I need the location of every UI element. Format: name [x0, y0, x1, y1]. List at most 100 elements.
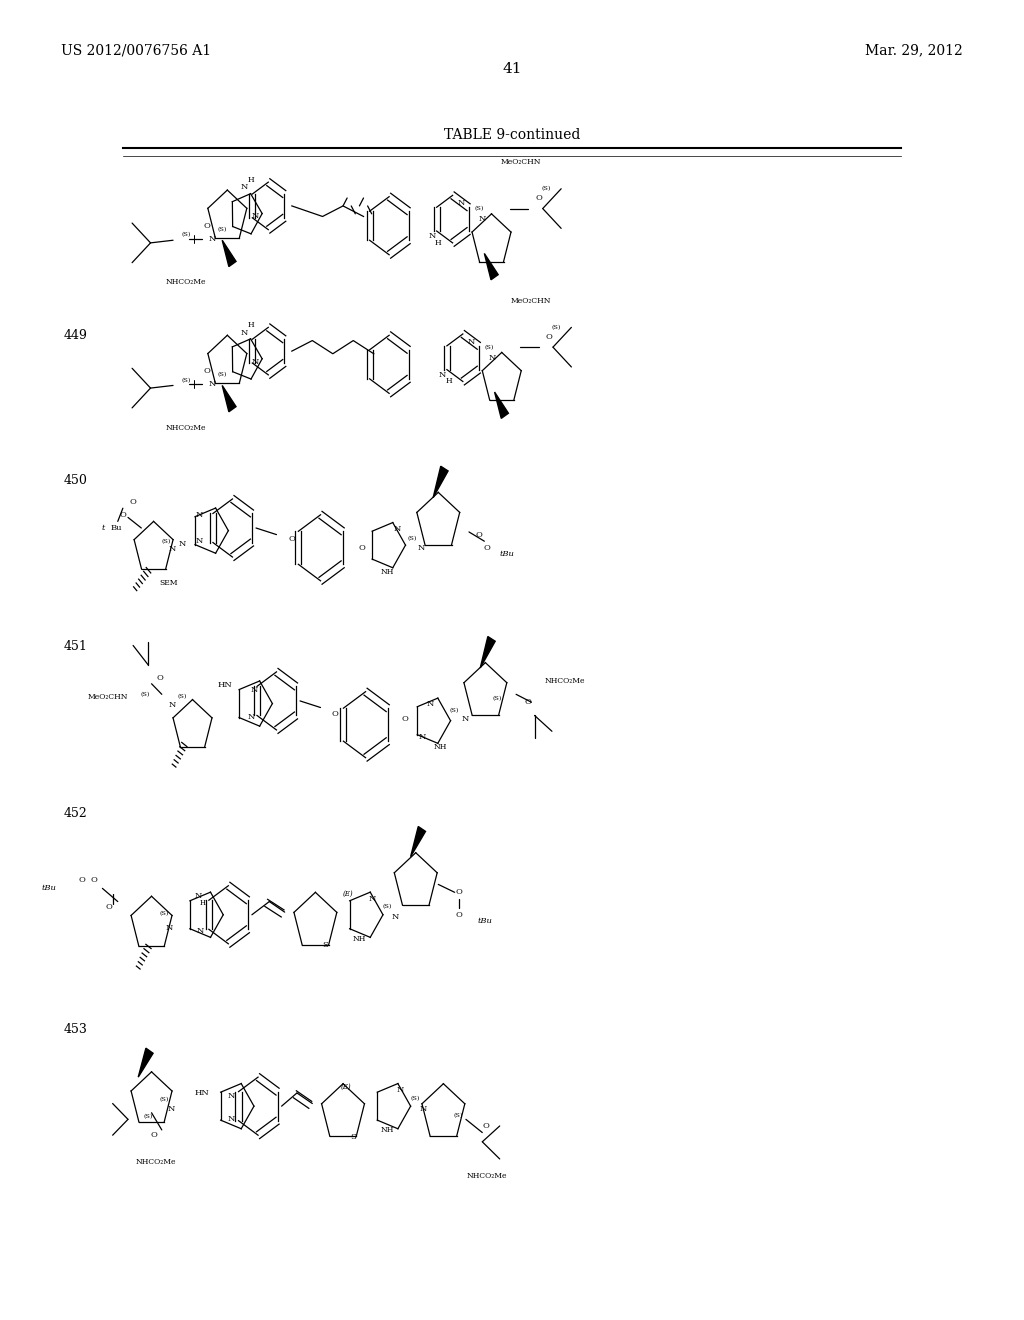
Text: O: O	[401, 715, 408, 723]
Text: O: O	[525, 698, 531, 706]
Text: O: O	[484, 544, 490, 552]
Text: N: N	[419, 1105, 427, 1113]
Text: t: t	[101, 524, 104, 532]
Text: (S): (S)	[181, 232, 190, 238]
Text: NHCO₂Me: NHCO₂Me	[545, 677, 586, 685]
Text: (S): (S)	[217, 372, 227, 378]
Text: O: O	[79, 876, 85, 884]
Text: O: O	[546, 333, 552, 341]
Text: N: N	[417, 544, 425, 552]
Text: N: N	[241, 183, 249, 191]
Text: N: N	[438, 371, 446, 379]
Text: (S): (S)	[408, 536, 418, 541]
Text: NHCO₂Me: NHCO₂Me	[466, 1172, 507, 1180]
Text: 452: 452	[63, 807, 87, 820]
Text: N: N	[168, 701, 176, 709]
Text: S: S	[350, 1133, 356, 1140]
Polygon shape	[222, 240, 236, 267]
Text: N: N	[418, 733, 426, 741]
Text: H: H	[445, 378, 452, 385]
Text: N: N	[391, 913, 399, 921]
Text: H: H	[248, 321, 254, 329]
Text: N: N	[168, 545, 176, 553]
Polygon shape	[484, 253, 498, 280]
Text: O: O	[332, 710, 338, 718]
Polygon shape	[138, 1048, 154, 1077]
Text: (S): (S)	[484, 345, 495, 350]
Text: TABLE 9-continued: TABLE 9-continued	[443, 128, 581, 141]
Text: (E): (E)	[341, 1082, 351, 1090]
Text: O: O	[483, 1122, 489, 1130]
Text: 449: 449	[63, 329, 87, 342]
Text: H: H	[435, 239, 441, 247]
Text: 453: 453	[63, 1023, 87, 1036]
Polygon shape	[433, 466, 449, 498]
Text: N: N	[227, 1092, 236, 1100]
Text: 451: 451	[63, 640, 87, 653]
Text: O: O	[130, 498, 136, 506]
Text: MeO₂CHN: MeO₂CHN	[500, 158, 541, 166]
Text: O: O	[358, 544, 365, 552]
Text: O: O	[289, 535, 295, 543]
Text: NHCO₂Me: NHCO₂Me	[166, 424, 207, 432]
Text: Bu: Bu	[111, 524, 122, 532]
Text: N: N	[251, 358, 259, 366]
Text: (S): (S)	[159, 1097, 169, 1102]
Text: H: H	[248, 176, 254, 183]
Text: SEM: SEM	[160, 579, 178, 587]
Text: N: N	[227, 1115, 236, 1123]
Text: N: N	[167, 1105, 175, 1113]
Text: (S): (S)	[161, 539, 171, 544]
Text: tBu: tBu	[41, 884, 56, 892]
Text: O: O	[157, 675, 163, 682]
Text: (S): (S)	[541, 186, 551, 191]
Text: N: N	[369, 895, 377, 903]
Text: N: N	[428, 232, 436, 240]
Text: N: N	[426, 700, 434, 708]
Text: (S): (S)	[181, 378, 190, 383]
Text: tBu: tBu	[477, 917, 493, 925]
Text: N: N	[195, 892, 203, 900]
Text: (S): (S)	[177, 694, 187, 700]
Text: N: N	[393, 525, 401, 533]
Text: NH: NH	[433, 743, 447, 751]
Text: 450: 450	[63, 474, 87, 487]
Text: O: O	[120, 511, 126, 519]
Text: N: N	[251, 213, 259, 220]
Text: N: N	[208, 380, 216, 388]
Text: (E): (E)	[343, 890, 353, 898]
Text: (S): (S)	[493, 696, 503, 701]
Text: O: O	[204, 367, 210, 375]
Text: N: N	[478, 215, 486, 223]
Text: US 2012/0076756 A1: US 2012/0076756 A1	[61, 44, 212, 57]
Text: N: N	[461, 715, 469, 723]
Text: NHCO₂Me: NHCO₂Me	[135, 1158, 176, 1166]
Text: (S): (S)	[551, 325, 561, 330]
Text: (S): (S)	[217, 227, 227, 232]
Text: N: N	[250, 686, 258, 694]
Text: MeO₂CHN: MeO₂CHN	[87, 693, 128, 701]
Text: (S): (S)	[140, 692, 151, 697]
Text: N: N	[247, 713, 255, 721]
Text: O: O	[204, 222, 210, 230]
Text: O: O	[151, 1131, 157, 1139]
Text: NHCO₂Me: NHCO₂Me	[166, 279, 207, 286]
Text: (S): (S)	[474, 206, 484, 211]
Text: NH: NH	[380, 1126, 394, 1134]
Text: Mar. 29, 2012: Mar. 29, 2012	[865, 44, 963, 57]
Polygon shape	[495, 392, 508, 418]
Text: (S): (S)	[382, 904, 392, 909]
Text: H: H	[200, 899, 206, 907]
Text: O: O	[456, 888, 462, 896]
Text: N: N	[165, 924, 173, 932]
Text: N: N	[396, 1086, 404, 1094]
Text: (S): (S)	[450, 708, 460, 713]
Text: O: O	[536, 194, 542, 202]
Text: N: N	[488, 354, 497, 362]
Text: N: N	[197, 927, 205, 935]
Text: (S): (S)	[410, 1096, 420, 1101]
Text: N: N	[241, 329, 249, 337]
Text: O: O	[476, 531, 482, 539]
Text: N: N	[178, 540, 186, 548]
Text: O: O	[456, 911, 462, 919]
